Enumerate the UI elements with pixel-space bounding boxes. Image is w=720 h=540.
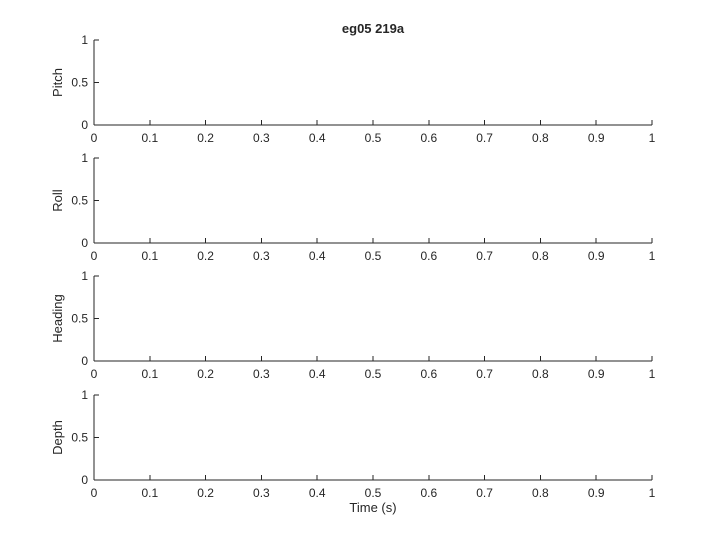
x-tick-label: 0.3 — [253, 367, 270, 381]
y-tick-label: 1 — [81, 388, 88, 402]
y-tick-label: 1 — [81, 269, 88, 283]
subplot-roll: 0 0.1 0.2 0.3 0.4 0.5 0.6 0.7 0.8 0.9 1 0 0.5 1 Roll — [50, 151, 656, 263]
y-tick-label: 0 — [81, 118, 88, 132]
x-tick-label: 1 — [649, 486, 656, 500]
x-tick-label: 0 — [91, 131, 98, 145]
x-tick-label: 0.1 — [141, 486, 158, 500]
x-tick-label: 0.5 — [365, 249, 382, 263]
y-tick-label: 1 — [81, 151, 88, 165]
x-tick-label: 0.3 — [253, 249, 270, 263]
x-tick-label: 0.3 — [253, 486, 270, 500]
x-tick-label: 0.9 — [588, 131, 605, 145]
x-tick-label: 0.1 — [141, 249, 158, 263]
x-tick-label: 0.7 — [476, 486, 493, 500]
x-tick-label: 0.2 — [197, 367, 214, 381]
y-axis-label: Pitch — [50, 68, 65, 97]
x-tick-label: 0.8 — [532, 367, 549, 381]
x-tick-label: 0.8 — [532, 486, 549, 500]
y-tick-label: 1 — [81, 33, 88, 47]
x-tick-label: 0.3 — [253, 131, 270, 145]
x-tick-label: 0.8 — [532, 131, 549, 145]
x-tick-label: 0.6 — [420, 249, 437, 263]
x-tick-label: 1 — [649, 367, 656, 381]
x-tick-label: 0.9 — [588, 486, 605, 500]
x-tick-label: 0.2 — [197, 249, 214, 263]
x-tick-label: 0.4 — [309, 486, 326, 500]
subplot-pitch: 0 0.1 0.2 0.3 0.4 0.5 0.6 0.7 0.8 0.9 1 0 0.5 1 Pitch — [50, 33, 656, 145]
x-tick-label: 0.7 — [476, 367, 493, 381]
subplot-panels: 0 0.1 0.2 0.3 0.4 0.5 0.6 0.7 0.8 0.9 100.51Pitch0… — [50, 33, 656, 500]
y-axis-label: Heading — [50, 294, 65, 342]
x-tick-label: 0.7 — [476, 131, 493, 145]
x-tick-label: 0.6 — [420, 131, 437, 145]
x-tick-label: 0.9 — [588, 367, 605, 381]
x-tick-label: 0.8 — [532, 249, 549, 263]
y-tick-label: 0 — [81, 236, 88, 250]
x-tick-label: 0.6 — [420, 486, 437, 500]
x-tick-label: 0.4 — [309, 367, 326, 381]
subplot-heading: 0 0.1 0.2 0.3 0.4 0.5 0.6 0.7 0.8 0.9 1 0 0.5 1 Headin… — [50, 269, 656, 381]
x-tick-label: 1 — [649, 131, 656, 145]
x-tick-label: 0 — [91, 486, 98, 500]
x-tick-label: 0.5 — [365, 131, 382, 145]
figure-title: eg05 219a — [342, 21, 405, 36]
y-tick-label: 0.5 — [71, 76, 88, 90]
x-tick-label: 0.2 — [197, 131, 214, 145]
x-tick-label: 0 — [91, 367, 98, 381]
x-tick-label: 0.6 — [420, 367, 437, 381]
y-tick-label: 0 — [81, 473, 88, 487]
x-tick-label: 0.5 — [365, 486, 382, 500]
x-tick-label: 0.1 — [141, 131, 158, 145]
x-tick-label: 0.4 — [309, 131, 326, 145]
y-axis-label: Roll — [50, 189, 65, 212]
x-tick-label: 0 — [91, 249, 98, 263]
x-tick-label: 0.9 — [588, 249, 605, 263]
x-tick-label: 0.7 — [476, 249, 493, 263]
x-axis-label: Time (s) — [349, 500, 396, 515]
subplot-depth: 0 0.1 0.2 0.3 0.4 0.5 0.6 0.7 0.8 0.9 1 0 0.5 1 Depth — [50, 388, 656, 500]
y-tick-label: 0.5 — [71, 431, 88, 445]
y-axis-label: Depth — [50, 420, 65, 455]
y-tick-label: 0.5 — [71, 312, 88, 326]
y-tick-label: 0.5 — [71, 194, 88, 208]
x-tick-label: 0.2 — [197, 486, 214, 500]
x-tick-label: 1 — [649, 249, 656, 263]
x-tick-label: 0.4 — [309, 249, 326, 263]
y-tick-label: 0 — [81, 354, 88, 368]
x-tick-label: 0.1 — [141, 367, 158, 381]
x-tick-label: 0.5 — [365, 367, 382, 381]
